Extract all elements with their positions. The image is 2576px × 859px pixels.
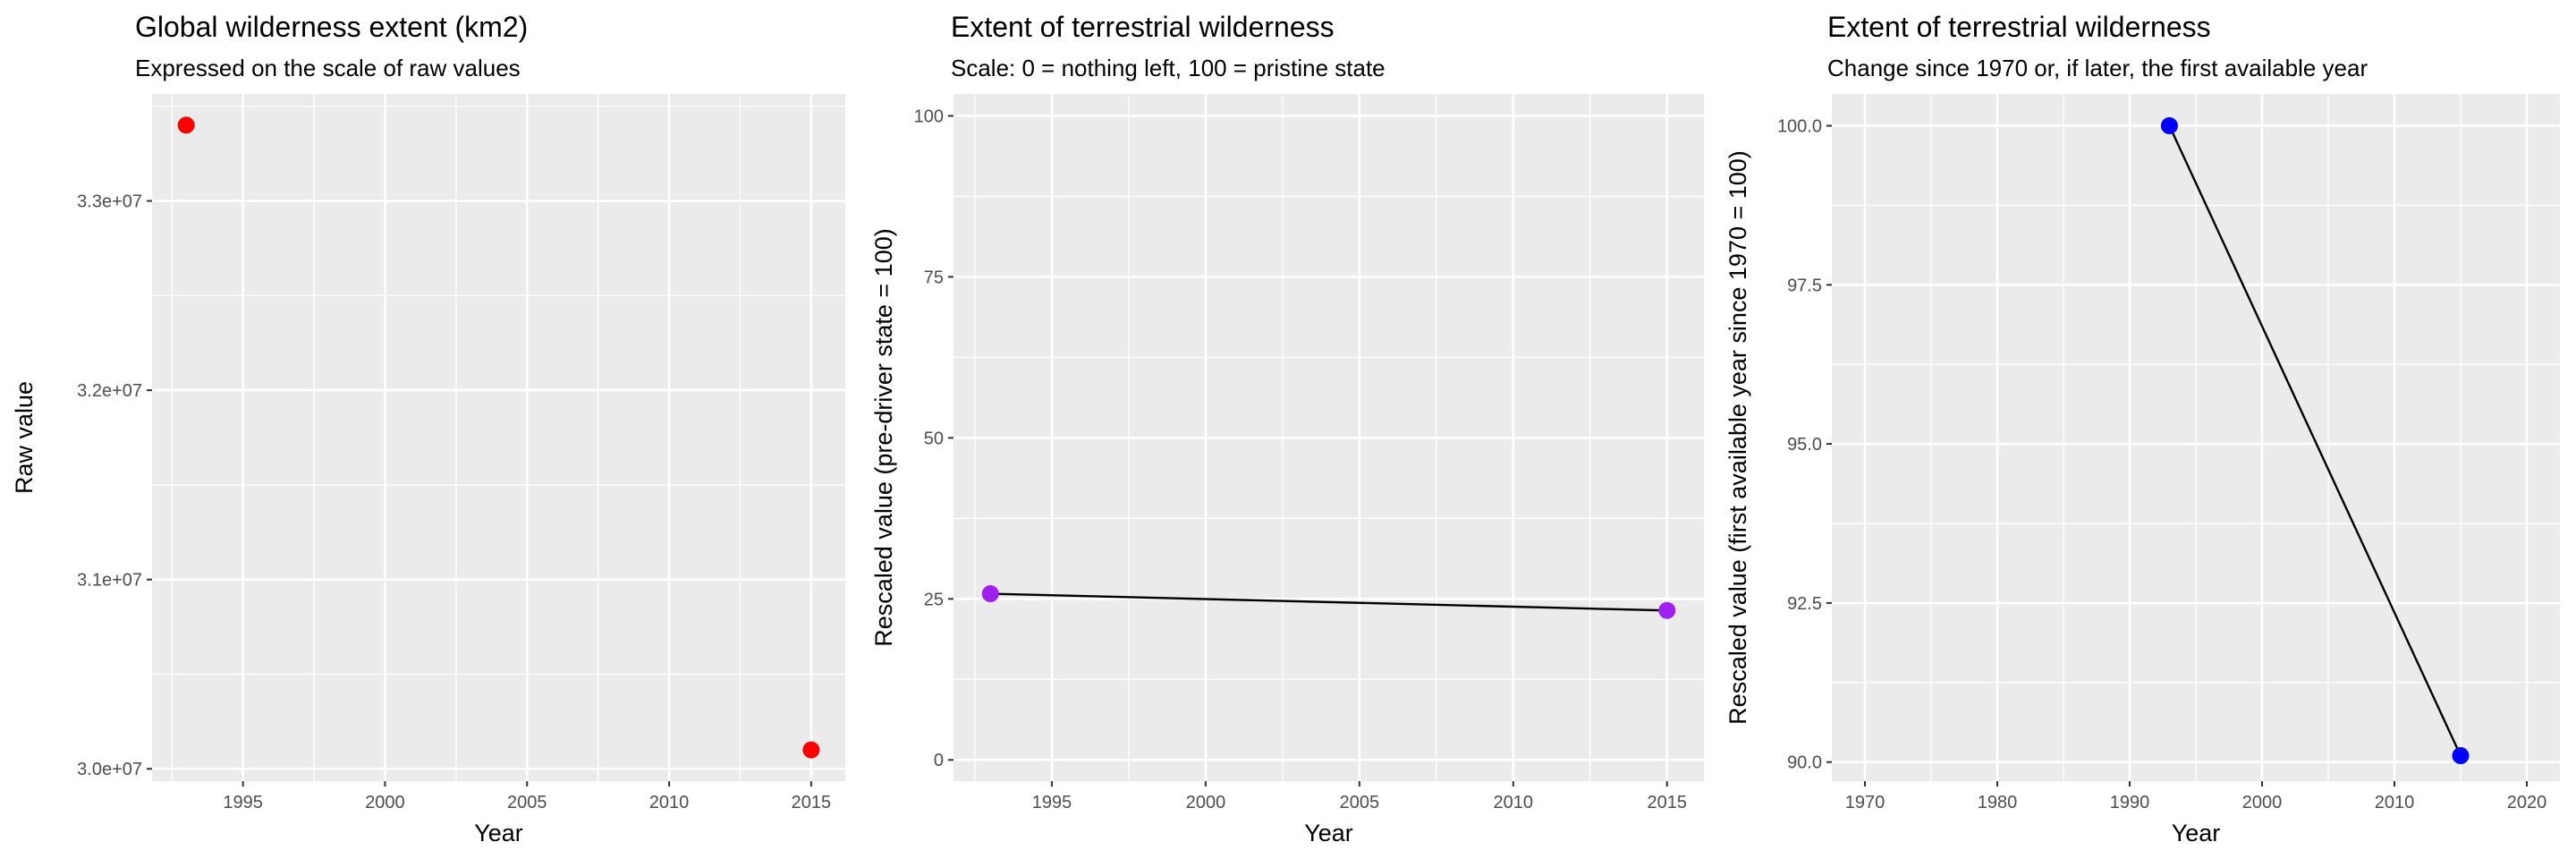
chart-title: Extent of terrestrial wilderness [951,11,1335,43]
x-tick-label: 2020 [2507,793,2547,812]
x-tick-label: 2000 [2242,793,2283,812]
chart-title: Extent of terrestrial wilderness [1827,11,2211,43]
x-axis-label: Year [474,820,523,846]
data-point [177,116,195,134]
x-tick-label: 1995 [1032,793,1072,812]
y-axis-label: Rescaled value (pre-driver state = 100) [870,228,897,646]
chart-subtitle: Expressed on the scale of raw values [135,55,521,81]
y-tick-label: 90.0 [1787,753,1822,773]
x-tick-label: 2015 [792,793,832,812]
x-tick-label: 2005 [1340,793,1380,812]
x-tick-label: 1980 [1978,793,2018,812]
x-tick-label: 2010 [1494,793,1534,812]
x-tick-label: 2010 [649,793,690,812]
x-tick-label: 1990 [2110,793,2150,812]
y-tick-label: 100.0 [1777,117,1822,137]
chart-subtitle: Change since 1970 or, if later, the firs… [1827,55,2368,81]
y-tick-label: 3.0e+07 [77,760,142,779]
y-tick-label: 92.5 [1787,594,1822,614]
y-tick-label: 50 [924,429,944,448]
series-line [990,592,1667,612]
x-axis-label: Year [1304,820,1353,846]
plot-panel [152,94,845,781]
chart-panel-1: 1995 2000 2005 2010 2015 3.0e+07 3.1e+07 3.2e+0… [11,11,845,846]
data-point [2160,117,2178,135]
data-point [802,741,820,759]
x-tick-label: 1970 [1845,793,1885,812]
data-point [1658,601,1676,619]
chart-subtitle: Scale: 0 = nothing left, 100 = pristine … [951,55,1385,81]
y-axis-label: Rescaled value (first available year sin… [1724,150,1751,725]
series-line [2168,125,2462,757]
x-tick-label: 2015 [1647,793,1687,812]
x-tick-label: 2000 [1186,793,1226,812]
y-tick-label: 95.0 [1787,435,1822,455]
chart-panel-2: 1995 2000 2005 2010 2015 0 25 50 75 100 Extent of … [870,11,1704,846]
x-tick-label: 2010 [2375,793,2415,812]
y-tick-label: 3.2e+07 [77,381,142,401]
y-tick-label: 3.3e+07 [77,192,142,212]
y-tick-label: 0 [934,751,944,770]
y-tick-label: 100 [914,106,944,126]
x-tick-label: 2000 [365,793,405,812]
y-tick-label: 25 [924,590,944,609]
chart-title: Global wilderness extent (km2) [135,11,528,43]
data-point [2452,747,2470,765]
y-tick-label: 75 [924,268,944,287]
x-tick-label: 2005 [507,793,547,812]
y-tick-label: 97.5 [1787,276,1822,295]
x-axis-label: Year [2172,820,2221,846]
y-tick-label: 3.1e+07 [77,571,142,591]
y-axis-label: Raw value [11,381,38,494]
chart-panel-3: 1970 1980 1990 2000 2010 2020 90.0 92.5 95.0 97.5… [1724,11,2560,846]
x-tick-label: 1995 [223,793,263,812]
data-point [981,585,999,603]
